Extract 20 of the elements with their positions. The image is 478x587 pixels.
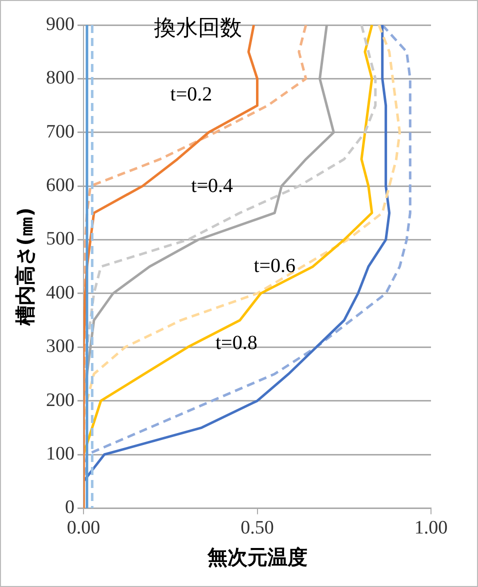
y-tick-label: 100 [46, 443, 74, 464]
annotation: t=0.6 [254, 254, 296, 277]
y-tick-label: 800 [46, 68, 74, 89]
y-axis-title: 槽内高さ(㎜) [13, 207, 38, 327]
y-tick-label: 0 [65, 497, 74, 518]
y-tick-label: 700 [46, 121, 74, 142]
y-tick-label: 600 [46, 175, 74, 196]
y-tick-label: 500 [46, 228, 74, 250]
annotation: t=0.8 [215, 332, 258, 354]
y-tick-label: 400 [46, 282, 74, 304]
x-tick-label: 0.00 [66, 518, 100, 539]
y-tick-label: 900 [46, 14, 74, 35]
y-tick-label: 300 [46, 336, 74, 358]
x-tick-label: 1.00 [414, 518, 448, 539]
annotation: t=0.2 [170, 83, 212, 106]
x-axis-title: 無次元温度 [206, 545, 308, 570]
legend-title: 換水回数 [154, 14, 242, 40]
annotation: t=0.4 [191, 175, 233, 198]
x-tick-label: 0.50 [240, 518, 274, 539]
y-tick-label: 200 [46, 390, 74, 411]
